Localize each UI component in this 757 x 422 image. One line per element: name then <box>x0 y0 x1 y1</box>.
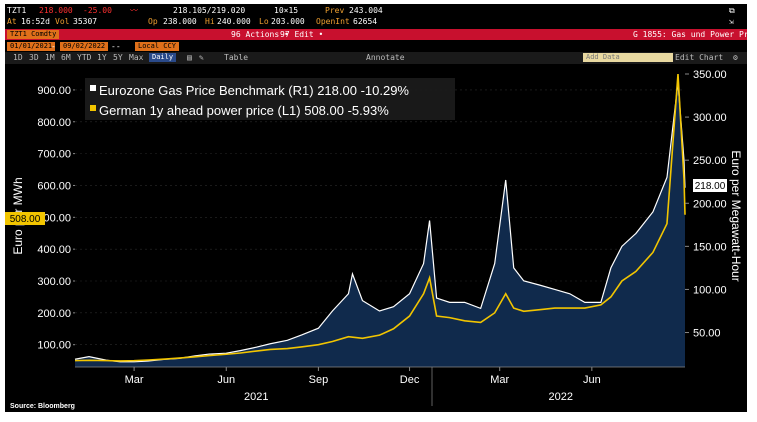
gas-last-tag: 218.00 <box>695 181 726 192</box>
year-label: 2021 <box>244 391 268 403</box>
gas-last-tag-bg <box>693 179 727 192</box>
settings-icon[interactable]: ⚙ <box>733 53 738 62</box>
actions-menu[interactable]: 96 Actions • <box>231 30 289 39</box>
open-interest: 62654 <box>353 17 378 26</box>
period-ytd[interactable]: YTD <box>77 53 92 62</box>
edit-chart-button[interactable]: Edit Chart <box>675 53 724 62</box>
left-axis: 100.00 200.00 300.00 400.00 500.00 600.00 700.… <box>37 85 75 352</box>
date-range-bar: 01/01/2021 - 09/02/2022 -- Local CCY <box>5 41 747 52</box>
window-icon[interactable]: ⧉ <box>729 6 735 15</box>
period-max[interactable]: Max <box>129 53 144 62</box>
right-axis: 50.00 100.00 150.00 200.00 250.00 300.00 350.0… <box>685 69 727 340</box>
left-tick-label: 700.00 <box>37 149 71 161</box>
add-data-button[interactable]: Add Data <box>583 53 673 62</box>
power-legend-swatch <box>90 105 96 111</box>
volume: 35307 <box>73 17 98 26</box>
end-date-field[interactable]: 09/02/2022 <box>60 42 109 51</box>
gas-series-area <box>75 82 685 367</box>
x-tick-label: Dec <box>400 374 420 386</box>
left-tick-label: 800.00 <box>37 117 71 129</box>
low: 203.000 <box>271 17 305 26</box>
dash-label: -- <box>111 42 121 51</box>
edit-menu[interactable]: 97 Edit • <box>280 30 324 39</box>
x-tick-label: Mar <box>490 374 509 386</box>
chart: 100.00 200.00 300.00 400.00 500.00 600.00 700.… <box>5 65 747 412</box>
period-bar: 1D 3D 1M 6M YTD 1Y 5Y Max Daily ▤ ✎ Tabl… <box>5 52 747 64</box>
currency-field[interactable]: Local CCY <box>135 42 179 51</box>
time: 16:52d <box>21 17 50 26</box>
sparkline-icon: 〰 <box>130 6 138 15</box>
export-icon[interactable]: ⇲ <box>729 17 734 26</box>
left-tick-label: 900.00 <box>37 85 71 97</box>
security-field[interactable]: TZT1 Comdty <box>7 30 60 39</box>
x-tick-label: Mar <box>125 374 144 386</box>
power-series-line <box>74 73 686 362</box>
start-date-field[interactable]: 01/01/2021 <box>7 42 56 51</box>
table-button[interactable]: Table <box>224 53 249 62</box>
source-note: Source: Bloomberg <box>10 403 75 410</box>
right-axis-title: Euro per Megawatt-Hour <box>729 150 743 281</box>
frequency-select[interactable]: Daily <box>149 53 177 62</box>
right-tick-label: 200.00 <box>693 198 727 210</box>
gas-legend-swatch <box>90 85 96 91</box>
year-labels: 2021 2022 <box>244 391 573 403</box>
x-axis: Mar Jun Sep Dec Mar Jun <box>125 367 601 386</box>
open: 238.000 <box>163 17 197 26</box>
left-tick-label: 500.00 <box>37 212 71 224</box>
annotate-button[interactable]: Annotate <box>366 53 405 62</box>
high: 240.000 <box>217 17 251 26</box>
period-1d[interactable]: 1D <box>13 53 23 62</box>
left-tick-label: 200.00 <box>37 308 71 320</box>
last-price: 218.000 <box>39 6 73 15</box>
power-last-tag-bg <box>5 212 45 225</box>
left-tick-label: 300.00 <box>37 276 71 288</box>
left-tick-label: 400.00 <box>37 244 71 256</box>
ticker[interactable]: TZT1 <box>7 6 27 15</box>
net-change: -25.00 <box>83 6 112 15</box>
period-1y[interactable]: 1Y <box>97 53 107 62</box>
bid-ask: 218.105/219.020 <box>173 6 246 15</box>
stats-bar: At 16:52d Vol 35307 Op 238.000 Hi 240.00… <box>7 17 734 26</box>
right-tick-label: 150.00 <box>693 241 727 253</box>
left-tick-label: 100.00 <box>37 340 71 352</box>
right-tick-label: 350.00 <box>693 69 727 81</box>
prev-close: 243.004 <box>349 6 383 15</box>
right-tick-label: 250.00 <box>693 155 727 167</box>
power-legend-label: German 1y ahead power price (L1) 508.00 … <box>99 103 389 118</box>
period-6m[interactable]: 6M <box>61 53 71 62</box>
size: 10×15 <box>274 6 299 15</box>
right-tick-label: 100.00 <box>693 284 727 296</box>
x-tick-label: Jun <box>583 374 601 386</box>
right-tick-label: 50.00 <box>693 328 721 340</box>
x-tick-label: Sep <box>309 374 329 386</box>
chart-type-icon[interactable]: ▤ <box>187 53 192 62</box>
year-label: 2022 <box>549 391 573 403</box>
period-5y[interactable]: 5Y <box>113 53 123 62</box>
period-3d[interactable]: 3D <box>29 53 39 62</box>
period-1m[interactable]: 1M <box>45 53 55 62</box>
x-tick-label: Jun <box>217 374 235 386</box>
power-last-tag: 508.00 <box>10 214 41 225</box>
left-tick-label: 600.00 <box>37 180 71 192</box>
draw-icon[interactable]: ✎ <box>199 53 204 62</box>
right-tick-label: 300.00 <box>693 112 727 124</box>
gas-legend-label: Eurozone Gas Price Benchmark (R1) 218.00… <box>99 83 409 98</box>
terminal-window: TZT1 218.000 -25.00 〰 218.105/219.020 10… <box>5 4 747 412</box>
legend-box <box>85 78 455 120</box>
quote-bar: TZT1 218.000 -25.00 〰 218.105/219.020 10… <box>7 6 735 15</box>
chart-title: G 1855: Gas und Power Price <box>633 30 747 39</box>
function-bar: TZT1 Comdty 96 Actions • 97 Edit • G 185… <box>5 29 747 40</box>
